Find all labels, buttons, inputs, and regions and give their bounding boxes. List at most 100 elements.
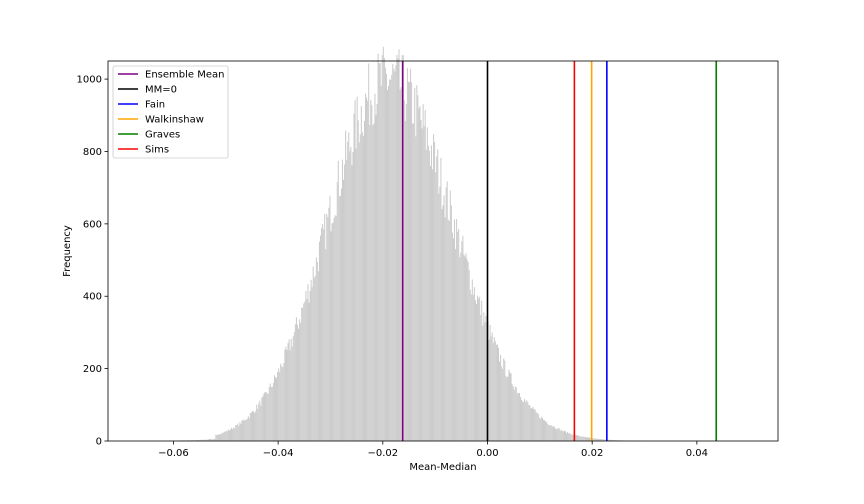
histogram-bar <box>422 104 424 441</box>
histogram-bar <box>217 434 219 441</box>
y-axis-ticks: 0 200 400 600 800 1000 <box>77 75 108 448</box>
histogram-bar <box>247 416 249 441</box>
histogram-bar <box>298 328 300 441</box>
histogram-bar <box>494 341 496 441</box>
x-axis-ticks: −0.06 −0.04 −0.02 0.00 0.02 0.04 <box>158 441 708 459</box>
histogram-bar <box>223 431 225 441</box>
histogram-bar <box>323 229 325 441</box>
histogram-bar <box>376 104 378 441</box>
histogram-bar <box>464 256 466 441</box>
histogram-bar <box>398 49 400 441</box>
histogram-bar <box>216 434 218 441</box>
legend-label: Sims <box>145 145 169 156</box>
histogram-bar <box>547 423 549 441</box>
histogram-bar <box>483 312 485 441</box>
histogram-bar <box>257 408 259 441</box>
histogram-bar <box>305 291 307 441</box>
histogram-bar <box>188 440 190 441</box>
histogram-bar <box>286 350 288 441</box>
histogram-bar <box>331 223 333 441</box>
histogram-bar <box>441 208 443 441</box>
histogram-bar <box>485 315 487 441</box>
histogram-bar <box>552 426 554 441</box>
histogram-bar <box>470 294 472 441</box>
histogram-bar <box>539 419 541 441</box>
histogram-bar <box>525 401 527 441</box>
histogram-bar <box>332 222 334 441</box>
x-tick-label: 0.02 <box>581 448 603 459</box>
histogram-bar <box>433 134 435 441</box>
histogram-bar <box>568 433 570 441</box>
histogram-bar <box>350 146 352 441</box>
histogram-bar <box>566 433 568 441</box>
histogram-bar <box>355 148 357 441</box>
histogram-bar <box>222 432 224 441</box>
histogram-bar <box>575 435 577 441</box>
histogram-bar <box>394 71 396 442</box>
histogram-bar <box>258 403 260 441</box>
histogram-bar <box>473 287 475 441</box>
histogram-bar <box>346 159 348 441</box>
histogram-bar <box>395 65 397 442</box>
histogram-bar <box>300 323 302 441</box>
histogram-bar <box>589 437 591 441</box>
histogram-bar <box>460 252 462 441</box>
x-axis-label: Mean-Median <box>409 462 476 473</box>
legend-label: Walkinshaw <box>145 115 204 126</box>
histogram-bar <box>246 418 248 441</box>
histogram-bar <box>461 241 463 441</box>
histogram-bar <box>482 325 484 441</box>
histogram-bar <box>529 405 531 441</box>
histogram-bar <box>505 375 507 441</box>
histogram-bar <box>373 123 375 442</box>
histogram-bar <box>393 68 395 441</box>
histogram-bar <box>383 58 385 442</box>
histogram-bar <box>540 416 542 441</box>
histogram-bar <box>491 332 493 441</box>
histogram-bar <box>528 405 530 441</box>
histogram-bar <box>392 64 394 442</box>
histogram-bar <box>577 435 579 441</box>
histogram-bar <box>587 437 590 441</box>
histogram-bar <box>604 439 606 441</box>
histogram-bar <box>465 253 467 441</box>
histogram-bar <box>358 142 360 441</box>
histogram-bar <box>436 156 438 441</box>
histogram-bar <box>368 63 370 441</box>
histogram-bar <box>471 279 473 441</box>
histogram-bar <box>397 58 399 442</box>
histogram-bar <box>563 430 565 441</box>
histogram-bar <box>264 392 266 441</box>
histogram-bar <box>317 271 319 441</box>
histogram-bar <box>522 401 524 441</box>
x-tick-label: −0.04 <box>263 448 294 459</box>
histogram-bar <box>472 294 474 441</box>
histogram-bar <box>315 257 317 441</box>
histogram-bar <box>374 93 376 441</box>
y-tick-label: 800 <box>83 147 102 158</box>
histogram-bar <box>601 439 603 441</box>
histogram-bar <box>457 231 459 441</box>
histogram-bar <box>205 439 207 441</box>
histogram-bar <box>537 413 539 441</box>
histogram-bar <box>455 249 457 441</box>
histogram-bar <box>295 317 297 441</box>
histogram-bar <box>372 125 374 441</box>
histogram-bar <box>583 436 585 441</box>
histogram-bar <box>403 100 405 441</box>
histogram-bar <box>249 413 251 441</box>
histogram-bar <box>233 427 235 441</box>
histogram-bar <box>546 421 548 441</box>
histogram-bar <box>510 373 512 441</box>
histogram-bar <box>555 428 557 441</box>
histogram-bar <box>469 289 471 441</box>
histogram-bar <box>456 218 458 441</box>
histogram-bar <box>240 423 242 441</box>
y-tick-label: 200 <box>83 364 102 375</box>
histogram-bar <box>484 322 486 441</box>
histogram-bar <box>586 437 588 441</box>
histogram-bar <box>407 81 409 442</box>
histogram-bar <box>308 302 310 441</box>
histogram-bar <box>336 182 338 441</box>
histogram-bar <box>572 434 574 441</box>
